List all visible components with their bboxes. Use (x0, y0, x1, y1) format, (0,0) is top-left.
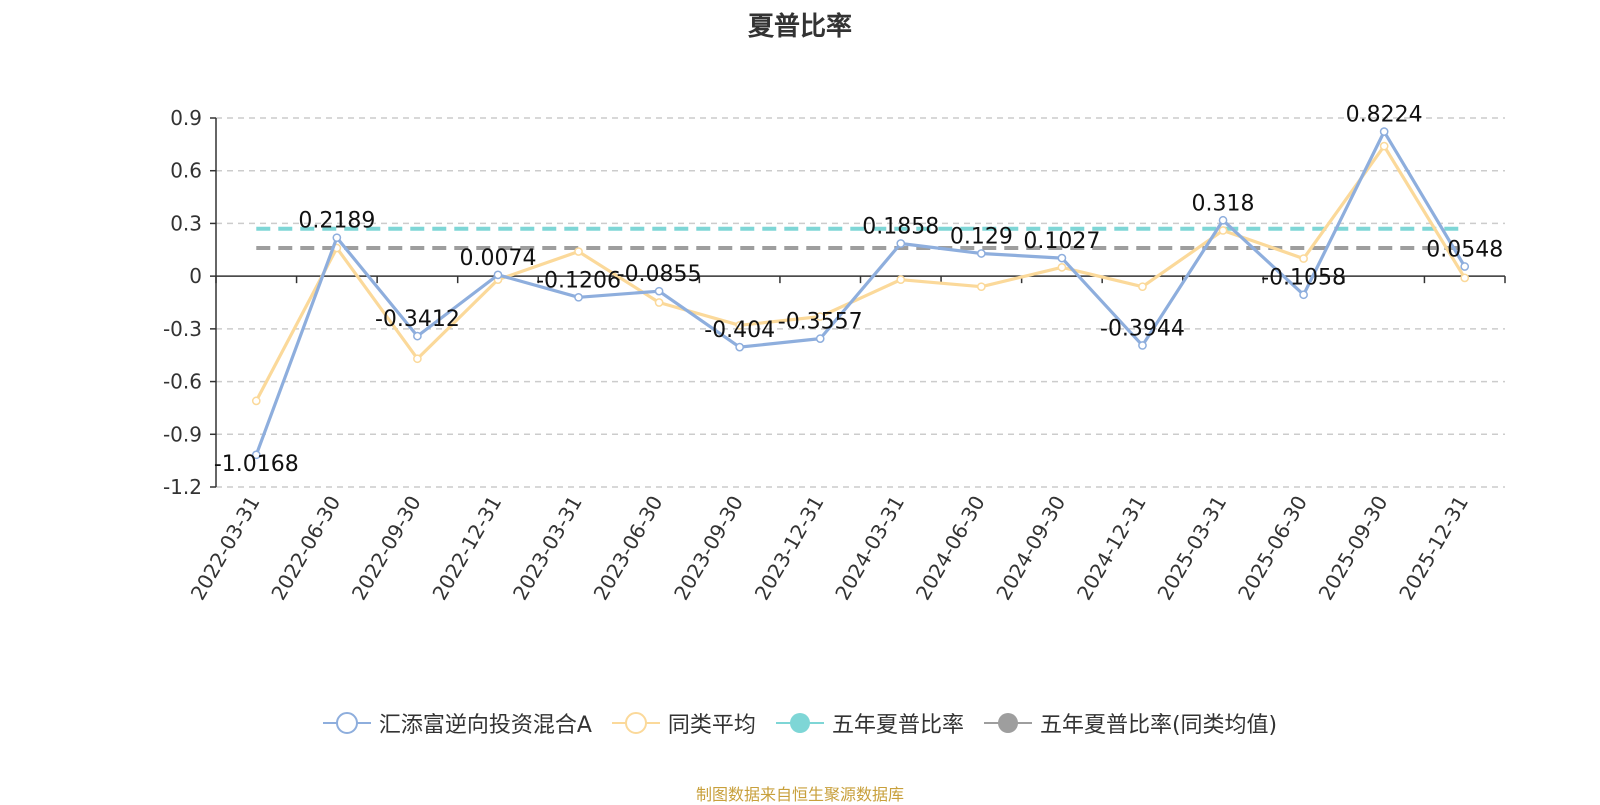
peer-average-point (654, 298, 664, 307)
y-tick-label: 0.3 (170, 211, 202, 235)
y-tick-label: -0.3 (163, 317, 202, 341)
fund-point (654, 286, 664, 296)
legend-label: 五年夏普比率(同类均值) (1039, 713, 1278, 738)
data-label: 0.318 (1192, 191, 1255, 216)
fund-point (1379, 127, 1389, 136)
peer-average-point (735, 320, 745, 330)
data-label: -0.0855 (617, 262, 702, 287)
peer-average-point (413, 354, 422, 364)
fund-point (332, 233, 342, 243)
fund-point (896, 239, 906, 248)
peer-average-point (1379, 141, 1389, 151)
x-tick-label: 2022-03-31 (186, 492, 265, 605)
data-label: -0.3944 (1100, 316, 1185, 341)
peer-average-point (1299, 254, 1308, 263)
y-tick-label: -0.6 (163, 370, 202, 394)
peer-average-point (251, 396, 261, 406)
fund-point (574, 292, 583, 302)
data-label: 0.1027 (1023, 229, 1100, 254)
fund-point (735, 342, 745, 352)
data-label: 0.8224 (1346, 103, 1423, 128)
y-tick-label: 0 (189, 264, 202, 288)
data-labels: -1.0168 0.2189 -0.3412 0.0074-0.1206-0.0855… (214, 103, 1503, 477)
x-tick-label: 2024-12-31 (1072, 492, 1151, 605)
peer-average-point (1460, 273, 1470, 283)
y-tick-label: -1.2 (163, 475, 202, 499)
data-label: 0.1858 (862, 214, 939, 239)
series-lines (251, 127, 1470, 460)
filled-circle-line-icon (983, 713, 1032, 733)
grid-lines (216, 117, 1505, 488)
fund-point (815, 334, 825, 343)
data-label: 0.0074 (459, 246, 536, 271)
hollow-circle-line-icon (322, 712, 371, 734)
fund-point (413, 331, 422, 341)
source-note: 制图数据来自恒生聚源数据库 (695, 785, 904, 804)
data-label: -1.0168 (214, 452, 299, 477)
fund-point (1218, 215, 1228, 225)
peer-average-point (1138, 282, 1147, 292)
legend: 汇添富逆向投资混合A 同类平均 五年夏普比率 五年夏普比率(同类均值) (0, 707, 1600, 739)
fund-point (251, 450, 261, 460)
fund-point (976, 249, 986, 258)
peer-average-point (815, 312, 825, 321)
fund-point (1057, 253, 1067, 263)
data-label: 0.2189 (298, 209, 375, 234)
fund-point (1460, 262, 1470, 271)
x-tick-label: 2022-06-30 (266, 492, 345, 605)
data-label: -0.404 (704, 318, 775, 343)
reference-lines (256, 226, 1465, 251)
data-label: -0.3557 (778, 310, 863, 335)
x-tick-label: 2025-03-31 (1152, 492, 1231, 605)
fund-point (1299, 290, 1308, 300)
x-tick-label: 2022-12-31 (427, 492, 506, 605)
data-label: -0.1058 (1261, 266, 1346, 291)
y-tick-label: 0.6 (170, 159, 202, 183)
x-tick-label: 2025-12-31 (1394, 492, 1473, 605)
legend-item[interactable]: 五年夏普比率 (775, 707, 964, 739)
legend-label: 五年夏普比率 (831, 713, 964, 738)
fund-series-line (254, 130, 1467, 456)
legend-label: 汇添富逆向投资混合A (378, 713, 592, 738)
data-label: 0.0548 (1426, 238, 1503, 263)
x-tick-label: 2024-09-30 (991, 492, 1070, 605)
peer-average-point (896, 275, 906, 285)
peer-average-point (1057, 263, 1067, 272)
x-tick-label: 2023-03-31 (508, 492, 587, 605)
x-tick-label: 2024-06-30 (911, 492, 990, 605)
chart-title: 夏普比率 (747, 12, 852, 42)
fund-point (493, 270, 503, 280)
peer-average-point (976, 282, 986, 292)
legend-item[interactable]: 同类平均 (611, 707, 756, 739)
peer-average-point (574, 247, 583, 256)
x-tick-label: 2025-06-30 (1233, 492, 1312, 605)
x-tick-label: 2023-12-31 (750, 492, 829, 605)
fund-point (1138, 341, 1147, 350)
data-label: -0.3412 (375, 307, 460, 332)
x-tick-label: 2023-09-30 (669, 492, 748, 605)
y-tick-label: 0.9 (170, 106, 202, 130)
filled-circle-line-icon (775, 713, 824, 733)
y-tick-label: -0.9 (163, 422, 202, 446)
x-tick-label: 2022-09-30 (347, 492, 426, 605)
peer-average-series-line (254, 144, 1467, 402)
data-label: 0.129 (950, 224, 1013, 249)
x-tick-label: 2024-03-31 (830, 492, 909, 605)
peer-average-point (1218, 226, 1228, 235)
legend-item[interactable]: 五年夏普比率(同类均值) (983, 707, 1278, 739)
x-tick-label: 2025-09-30 (1314, 492, 1393, 605)
data-label: -0.1206 (536, 268, 621, 293)
hollow-circle-line-icon (611, 712, 660, 734)
legend-item[interactable]: 汇添富逆向投资混合A (322, 707, 592, 739)
x-tick-label: 2023-06-30 (589, 492, 668, 605)
legend-label: 同类平均 (667, 713, 756, 738)
